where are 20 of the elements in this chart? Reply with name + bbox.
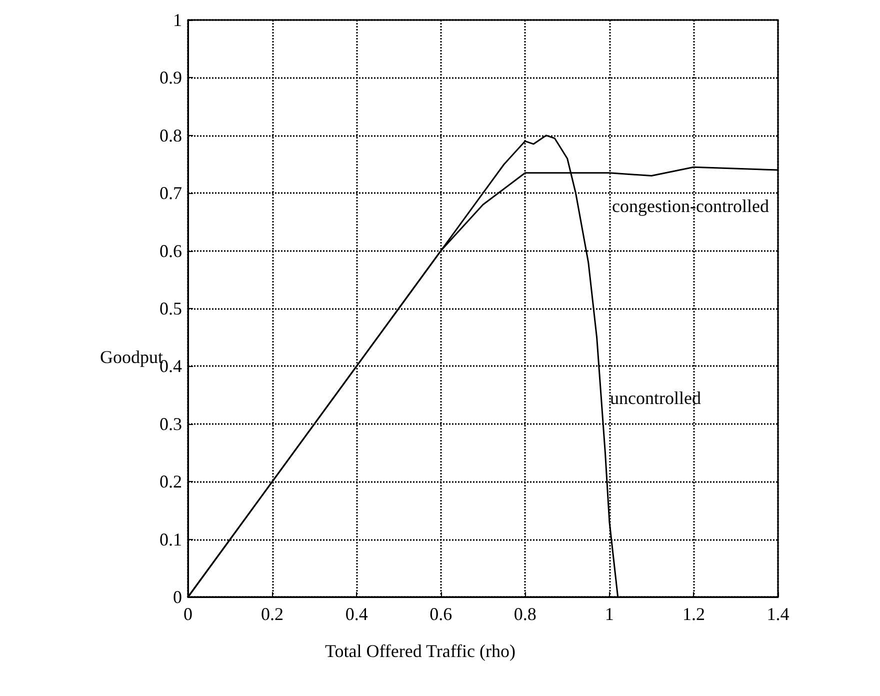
x-tick-label: 1.2	[682, 604, 705, 624]
series-label: uncontrolled	[610, 388, 701, 408]
x-tick-label: 1.4	[766, 604, 790, 624]
y-tick-label: 0	[173, 587, 182, 607]
x-tick-label: 0.8	[514, 604, 536, 624]
y-tick-label: 0.9	[160, 68, 182, 88]
y-tick-label: 0.5	[160, 298, 182, 318]
x-tick-label: 0.2	[261, 604, 284, 624]
series-label: congestion-controlled	[612, 196, 769, 216]
x-tick-label: 0.6	[430, 604, 452, 624]
y-tick-label: 0.1	[160, 529, 182, 550]
x-tick-label: 0.4	[345, 604, 368, 624]
y-tick-label: 1	[173, 10, 182, 30]
y-tick-label: 0.3	[160, 414, 182, 434]
x-tick-label: 1	[604, 604, 614, 624]
y-tick-label: 0.8	[160, 125, 182, 146]
y-tick-label: 0.7	[160, 183, 182, 204]
x-axis-title: Total Offered Traffic (rho)	[325, 641, 516, 661]
y-tick-label: 0.6	[160, 240, 182, 261]
y-tick-label: 0.2	[160, 472, 182, 492]
